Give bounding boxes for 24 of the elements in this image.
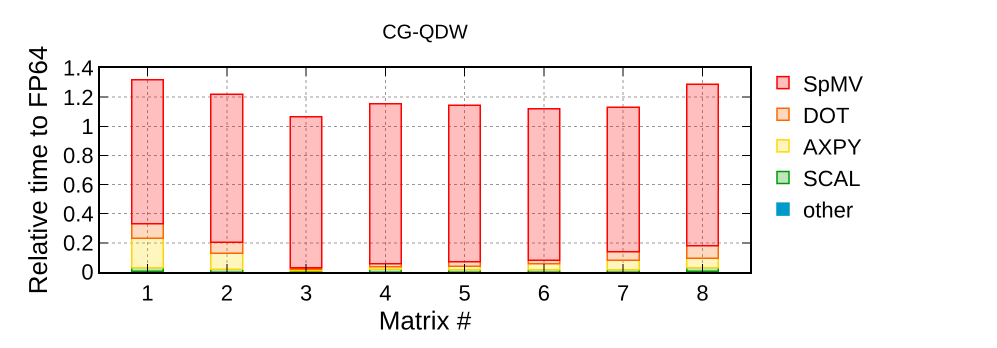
y-tick-label: 0 [81,260,94,285]
x-tick-label: 1 [141,280,154,306]
legend-label: SCAL [803,166,860,192]
x-tick-label: 6 [538,280,550,306]
x-tick-label: 4 [379,280,392,306]
y-tick-label: 1.2 [63,84,94,110]
chart-title: CG-QDW [382,21,468,44]
legend-label: AXPY [803,134,862,160]
y-tick-label: 1.4 [63,56,94,81]
legend-label: DOT [803,102,850,128]
x-tick-label: 5 [458,280,471,306]
y-tick-label: 0.4 [63,201,94,226]
y-tick-label: 0.8 [63,143,94,168]
x-tick-label: 8 [696,280,709,306]
x-tick-label: 7 [617,280,630,306]
y-tick-label: 0.6 [63,172,94,198]
legend-label: other [803,198,854,223]
x-axis-title: Matrix # [378,305,472,336]
y-tick-label: 0.2 [63,230,94,256]
y-axis-title: Relative time to FP64 [22,46,53,294]
x-tick-label: 2 [220,280,233,306]
legend-label: SpMV [803,71,864,96]
y-tick-label: 1 [81,114,94,139]
x-tick-label: 3 [300,280,312,306]
